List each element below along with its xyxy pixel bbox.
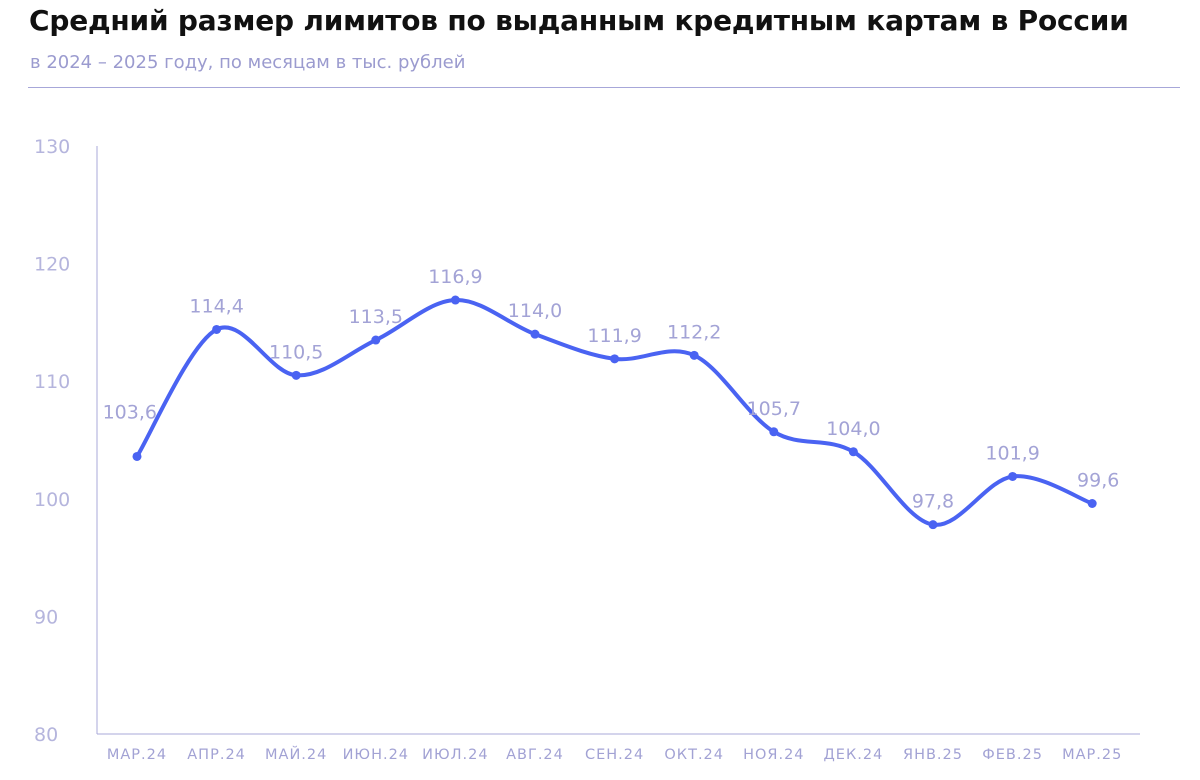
data-point xyxy=(1087,499,1097,509)
data-labels: 103,6 114,4 110,5 113,5 116,9 114,0 111,9 112,2… xyxy=(103,266,1120,513)
y-tick-label: 90 xyxy=(34,606,58,628)
data-point xyxy=(848,447,858,457)
data-point xyxy=(530,329,540,339)
data-label: 103,6 xyxy=(103,401,157,423)
data-point xyxy=(132,451,142,461)
chart-title: Средний размер лимитов по выданным креди… xyxy=(29,4,1129,37)
y-tick-label: 120 xyxy=(34,254,70,276)
x-tick-label: ОКТ.24 xyxy=(664,747,724,763)
data-point xyxy=(212,324,222,334)
data-label: 97,8 xyxy=(912,491,954,513)
data-label: 105,7 xyxy=(747,398,801,420)
data-label: 113,5 xyxy=(349,306,403,328)
y-axis-ticks: 80 90 100 110 120 130 xyxy=(34,136,70,746)
data-label: 101,9 xyxy=(985,442,1039,464)
x-tick-label: АВГ.24 xyxy=(506,747,564,763)
x-tick-label: МАР.24 xyxy=(107,747,167,763)
x-tick-label: ИЮЛ.24 xyxy=(422,747,488,763)
data-label: 104,0 xyxy=(826,418,880,440)
x-tick-label: ИЮН.24 xyxy=(343,747,409,763)
data-point xyxy=(769,427,779,437)
data-point xyxy=(928,520,938,530)
x-tick-label: НОЯ.24 xyxy=(743,747,804,763)
data-point xyxy=(291,370,301,380)
x-tick-label: МАЙ.24 xyxy=(265,745,327,763)
data-point xyxy=(689,350,699,360)
x-tick-label: АПР.24 xyxy=(187,747,246,763)
x-tick-label: ФЕВ.25 xyxy=(982,747,1043,763)
y-tick-label: 130 xyxy=(34,136,70,158)
data-point xyxy=(610,354,620,364)
x-tick-label: МАР.25 xyxy=(1062,747,1122,763)
data-label: 112,2 xyxy=(667,321,721,343)
chart-axes xyxy=(96,146,1140,735)
chart-subtitle: в 2024 – 2025 году, по месяцам в тыс. ру… xyxy=(30,52,466,73)
data-label: 114,4 xyxy=(189,295,243,317)
y-tick-label: 100 xyxy=(34,489,70,511)
data-point xyxy=(450,295,460,305)
data-label: 114,0 xyxy=(508,300,562,322)
data-point xyxy=(1008,471,1018,481)
data-label: 110,5 xyxy=(269,341,323,363)
y-tick-label: 110 xyxy=(34,371,70,393)
data-label: 111,9 xyxy=(587,325,641,347)
data-label: 116,9 xyxy=(428,266,482,288)
data-label: 99,6 xyxy=(1077,470,1119,492)
x-tick-label: СЕН.24 xyxy=(585,747,644,763)
x-tick-label: ЯНВ.25 xyxy=(903,747,963,763)
header-divider xyxy=(28,87,1180,88)
y-tick-label: 80 xyxy=(34,724,58,746)
x-tick-label: ДЕК.24 xyxy=(823,747,883,763)
data-point xyxy=(371,335,381,345)
data-points xyxy=(132,295,1097,530)
x-axis-ticks: МАР.24 АПР.24 МАЙ.24 ИЮН.24 ИЮЛ.24 АВГ.24 СЕН.… xyxy=(107,745,1122,763)
